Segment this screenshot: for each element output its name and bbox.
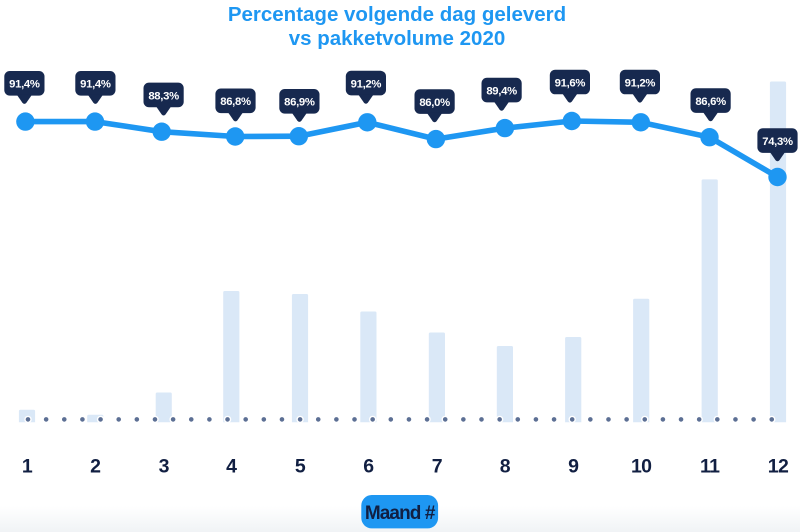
svg-text:Maand #: Maand #	[365, 503, 436, 524]
svg-text:91,2%: 91,2%	[351, 79, 382, 91]
svg-text:86,8%: 86,8%	[220, 96, 251, 108]
svg-text:3: 3	[159, 456, 170, 478]
svg-text:86,6%: 86,6%	[695, 96, 726, 108]
svg-text:88,3%: 88,3%	[148, 90, 179, 102]
svg-text:11: 11	[700, 456, 720, 478]
svg-text:4: 4	[226, 456, 237, 478]
svg-text:vs pakketvolume 2020: vs pakketvolume 2020	[289, 27, 506, 50]
svg-text:91,4%: 91,4%	[9, 79, 40, 91]
svg-text:74,3%: 74,3%	[762, 136, 793, 148]
svg-text:1: 1	[22, 456, 33, 478]
svg-text:6: 6	[363, 456, 374, 478]
svg-text:10: 10	[631, 456, 652, 478]
svg-text:86,9%: 86,9%	[284, 97, 315, 109]
svg-text:91,2%: 91,2%	[625, 77, 656, 89]
svg-text:89,4%: 89,4%	[486, 86, 517, 98]
svg-text:2: 2	[90, 456, 101, 478]
svg-text:12: 12	[768, 456, 789, 478]
svg-text:91,6%: 91,6%	[555, 77, 586, 89]
svg-text:7: 7	[432, 456, 442, 478]
svg-text:8: 8	[500, 456, 511, 478]
svg-text:5: 5	[295, 456, 306, 478]
svg-text:Percentage volgende dag geleve: Percentage volgende dag geleverd	[228, 3, 566, 26]
svg-text:86,0%: 86,0%	[419, 97, 450, 109]
svg-text:9: 9	[568, 456, 579, 478]
svg-text:91,4%: 91,4%	[80, 79, 111, 91]
